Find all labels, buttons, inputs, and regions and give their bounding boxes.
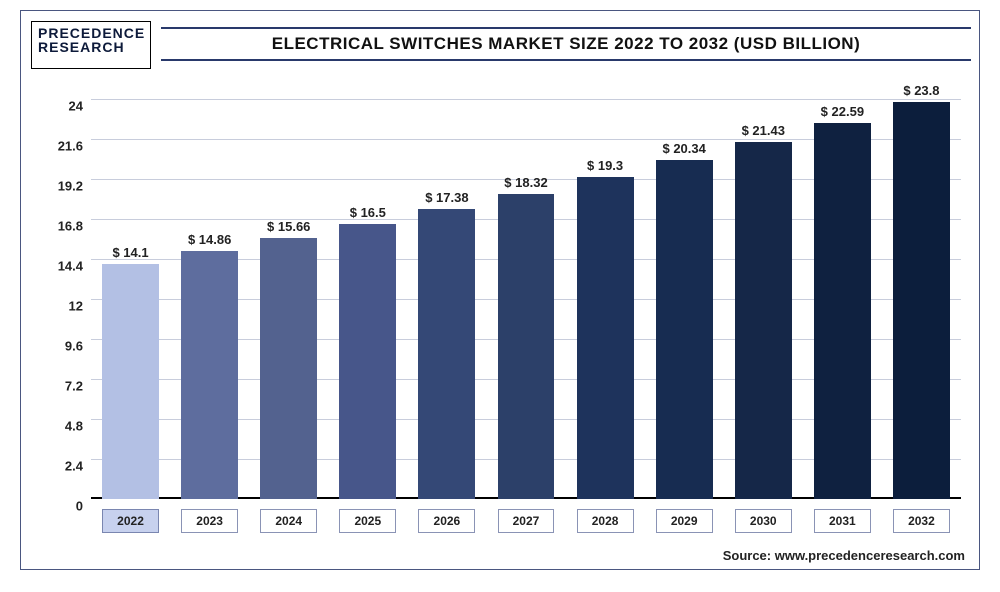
bar-group: $ 22.59 [814, 123, 871, 500]
bar-value-label: $ 14.86 [175, 232, 243, 247]
x-category-label: 2028 [577, 509, 634, 533]
bar [577, 177, 634, 499]
y-tick-label: 12 [33, 299, 83, 314]
bar-group: $ 16.5 [339, 224, 396, 499]
bar-group: $ 19.3 [577, 177, 634, 499]
bar-value-label: $ 16.5 [334, 205, 402, 220]
bar [339, 224, 396, 499]
y-tick-label: 19.2 [33, 179, 83, 194]
bar-value-label: $ 19.3 [571, 158, 639, 173]
bar [181, 251, 238, 499]
y-tick-label: 7.2 [33, 379, 83, 394]
bar-value-label: $ 14.1 [96, 245, 164, 260]
bar [735, 142, 792, 499]
x-category-label: 2031 [814, 509, 871, 533]
bar-value-label: $ 21.43 [729, 123, 797, 138]
bar-group: $ 23.8 [893, 102, 950, 499]
bar [498, 194, 555, 499]
source-attribution: Source: www.precedenceresearch.com [723, 548, 965, 563]
bar-value-label: $ 22.59 [808, 104, 876, 119]
gridline [91, 99, 961, 100]
bar [102, 264, 159, 499]
logo-line1: PRECEDENCE [38, 26, 144, 40]
y-tick-label: 2.4 [33, 459, 83, 474]
y-tick-label: 4.8 [33, 419, 83, 434]
logo-box: PRECEDENCE RESEARCH [31, 21, 151, 69]
bar [814, 123, 871, 500]
y-tick-label: 0 [33, 499, 83, 514]
y-tick-label: 14.4 [33, 259, 83, 274]
y-tick-label: 24 [33, 99, 83, 114]
x-category-label: 2032 [893, 509, 950, 533]
bar-group: $ 15.66 [260, 238, 317, 499]
y-tick-label: 21.6 [33, 139, 83, 154]
bar-value-label: $ 23.8 [887, 83, 955, 98]
chart-container: PRECEDENCE RESEARCH ELECTRICAL SWITCHES … [20, 10, 980, 570]
x-category-label: 2023 [181, 509, 238, 533]
plot-area: 02.44.87.29.61214.416.819.221.624$ 14.1$… [91, 99, 961, 499]
bar-value-label: $ 18.32 [492, 175, 560, 190]
x-category-label: 2030 [735, 509, 792, 533]
x-category-label: 2029 [656, 509, 713, 533]
bar-group: $ 14.1 [102, 264, 159, 499]
title-bar: ELECTRICAL SWITCHES MARKET SIZE 2022 TO … [161, 27, 971, 61]
bar-group: $ 17.38 [418, 209, 475, 499]
y-tick-label: 16.8 [33, 219, 83, 234]
bar-value-label: $ 15.66 [255, 219, 323, 234]
x-category-label: 2022 [102, 509, 159, 533]
x-category-label: 2027 [498, 509, 555, 533]
y-tick-label: 9.6 [33, 339, 83, 354]
bar [260, 238, 317, 499]
logo-line2: RESEARCH [38, 40, 144, 54]
bar-group: $ 21.43 [735, 142, 792, 499]
bar-value-label: $ 17.38 [413, 190, 481, 205]
bar [656, 160, 713, 499]
bar [418, 209, 475, 499]
x-category-label: 2025 [339, 509, 396, 533]
x-category-label: 2026 [418, 509, 475, 533]
bar-group: $ 18.32 [498, 194, 555, 499]
bar [893, 102, 950, 499]
x-axis: 2022 2023 2024 2025 2026 2027 2028 2029 2030 2031… [91, 509, 961, 539]
bar-value-label: $ 20.34 [650, 141, 718, 156]
chart-title: ELECTRICAL SWITCHES MARKET SIZE 2022 TO … [272, 34, 861, 54]
bar-group: $ 14.86 [181, 251, 238, 499]
x-category-label: 2024 [260, 509, 317, 533]
bar-group: $ 20.34 [656, 160, 713, 499]
